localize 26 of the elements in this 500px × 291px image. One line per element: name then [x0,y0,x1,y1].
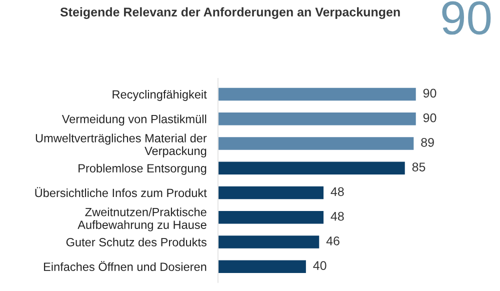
y-tick-label: Recyclingfähigkeit [112,90,207,101]
bar [218,186,324,200]
y-tick-label: Übersichtliche Infos zum Produkt [35,187,207,198]
data-label: 89 [421,138,434,147]
bar [218,236,320,248]
y-tick-label: Umweltverträgliches Material der Verpackung [36,134,207,158]
bar [218,162,405,175]
y-tick-label: Guter Schutz des Produkts [66,238,206,246]
data-label: 90 [423,88,436,98]
bar [218,210,324,224]
data-label: 40 [313,261,326,270]
y-tick-label: Vermeidung von Plastikmüll [62,114,206,126]
y-tick-label: Problemlose Entsorgung [78,164,206,175]
data-label: 85 [412,162,426,172]
bar [218,112,416,126]
data-label: 90 [423,113,436,122]
bar [218,260,306,274]
data-label: 48 [330,212,344,221]
text: 90 [442,1,491,35]
y-tick-label: Zweitnutzen/Praktische Aufbewahrung zu Hause [78,208,206,232]
bar [218,137,414,150]
chart-title: Steigende Relevanz der Anforderungen an Verpackungen [60,7,400,19]
y-tick-label: Einfaches Öffnen und Dosieren [44,261,206,271]
bar [218,88,416,101]
data-label: 46 [326,236,340,246]
data-label: 48 [330,187,344,196]
